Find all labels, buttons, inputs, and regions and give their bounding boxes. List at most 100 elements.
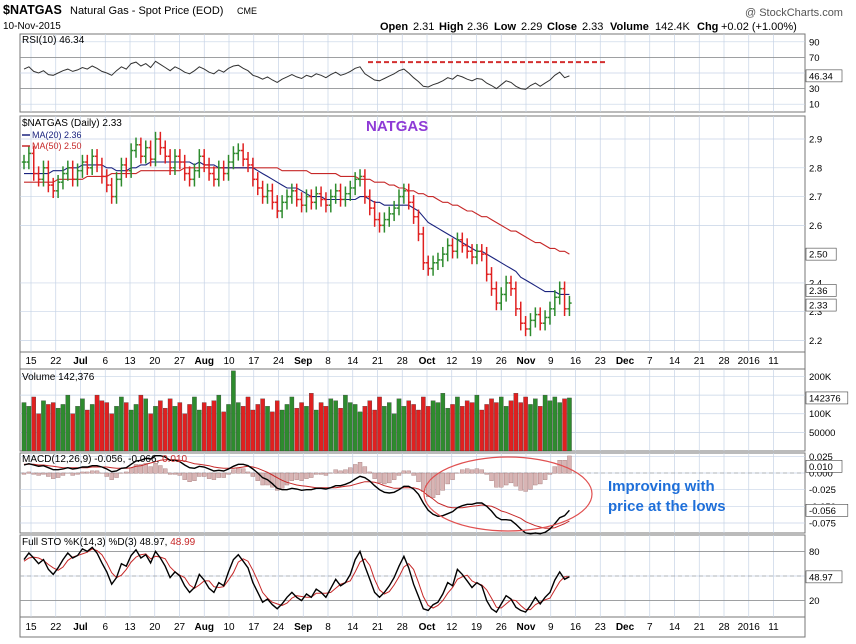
volume-bar: [71, 414, 75, 451]
x-tick-label: 26: [496, 356, 508, 367]
volume-bar: [548, 401, 552, 451]
volume-bar: [324, 406, 328, 451]
macd-hist-bar: [300, 473, 304, 481]
volume-bar: [382, 406, 386, 451]
volume-bar: [153, 406, 157, 451]
x-tick-label: 27: [174, 622, 186, 633]
volume-bar: [222, 412, 226, 451]
volume-bar: [100, 401, 104, 451]
macd-label: MACD(12,26,9) -0.056, -0.066, 0.010: [22, 454, 188, 465]
symbol-title: $NATGAS: [3, 3, 62, 17]
volume-bar: [460, 406, 464, 451]
volume-bar: [226, 404, 230, 451]
macd-hist-bar: [90, 471, 94, 473]
volume-bar: [363, 406, 367, 451]
y-tick-volume: 50000: [809, 428, 835, 439]
volume-bar: [270, 412, 274, 451]
volume-value: 142.4K: [655, 21, 691, 33]
macd-hist-bar: [358, 462, 362, 473]
macd-hist-bar: [61, 473, 65, 475]
macd-hist-bar: [407, 471, 411, 473]
volume-bar: [119, 397, 123, 451]
x-tick-label: 15: [25, 356, 37, 367]
volume-bar: [90, 404, 94, 451]
rsi-label: RSI(10) 46.34: [22, 35, 85, 46]
volume-bar: [236, 403, 240, 451]
macd-hist-bar: [485, 473, 489, 474]
x-tick-label: Nov: [517, 356, 536, 367]
close-label: Close: [547, 21, 577, 33]
natgas-annotation: NATGAS: [366, 118, 428, 135]
volume-bar: [373, 410, 377, 451]
x-tick-label: 13: [124, 622, 136, 633]
macd-hist-bar: [46, 473, 50, 477]
macd-hist-bar: [412, 473, 416, 475]
macd-hist-bar: [105, 473, 109, 477]
macd-hist-bar: [567, 456, 571, 473]
x-tick-label: 28: [397, 356, 409, 367]
macd-hist-bar: [158, 466, 162, 474]
macd-hist-bar: [22, 473, 26, 474]
macd-hist-bar: [95, 471, 99, 473]
volume-bar: [431, 401, 435, 451]
exchange-label: CME: [237, 6, 257, 16]
volume-bar: [436, 403, 440, 451]
y-tick-volume: 100K: [809, 409, 832, 420]
x-tick-label: 21: [372, 356, 384, 367]
x-tick-label: 8: [325, 356, 331, 367]
volume-bar: [538, 406, 542, 451]
volume-bar: [480, 410, 484, 451]
macd-hist-bar: [480, 470, 484, 474]
low-label: Low: [494, 21, 516, 33]
macd-hist-bar: [32, 473, 36, 474]
macd-hist-bar: [402, 471, 406, 473]
volume-bar: [392, 414, 396, 451]
x-tick-label: 14: [669, 356, 681, 367]
macd-hist-bar: [217, 473, 221, 478]
x-tick-label: 21: [694, 622, 706, 633]
quote-line: Open 2.31 High 2.36 Low 2.29 Close 2.33 …: [380, 21, 797, 33]
macd-hist-bar: [499, 473, 503, 487]
macd-hist-bar: [192, 473, 196, 481]
macd-hist-bar: [378, 473, 382, 483]
date-axis-strip-bottom: [20, 617, 805, 637]
volume-panel-label: Volume 142,376: [22, 372, 95, 383]
x-tick-label: Dec: [616, 622, 635, 633]
macd-hist-bar: [168, 473, 172, 474]
x-tick-label: 16: [570, 356, 582, 367]
x-tick-label: 11: [768, 622, 779, 633]
macd-hist-bar: [451, 473, 455, 480]
macd-hist-bar: [373, 473, 377, 479]
volume-bar: [37, 414, 41, 451]
x-tick-label: 10: [223, 622, 235, 633]
x-tick-label: 28: [397, 622, 409, 633]
x-tick-label: 6: [102, 356, 108, 367]
x-tick-label: 21: [372, 622, 384, 633]
volume-bar: [280, 410, 284, 451]
macd-hist-bar: [115, 473, 119, 478]
volume-bar: [110, 414, 114, 451]
macd-hist-bar: [80, 472, 84, 473]
volume-bar: [290, 397, 294, 451]
close-value: 2.33: [582, 21, 603, 33]
macd-hist-bar: [339, 471, 343, 473]
y-tick-sto: 20: [809, 596, 820, 607]
volume-bar: [499, 397, 503, 451]
volume-bar: [173, 406, 177, 451]
volume-bar: [178, 403, 182, 451]
stockcharts-watermark: @ StockCharts.com: [745, 7, 843, 19]
x-tick-label: 23: [595, 356, 607, 367]
macd-hist-bar: [183, 473, 187, 480]
macd-hist-bar: [51, 473, 55, 479]
volume-bar: [41, 401, 45, 451]
macd-value-badge: -0.056: [809, 506, 836, 517]
macd-hist-bar: [149, 467, 153, 474]
x-tick-label: Aug: [195, 622, 214, 633]
volume-bar: [187, 404, 191, 451]
volume-bar: [304, 406, 308, 451]
volume-bar: [163, 408, 167, 451]
macd-hist-bar: [514, 473, 518, 486]
volume-bar: [494, 403, 498, 451]
x-tick-label: 9: [548, 356, 554, 367]
x-tick-label: 14: [347, 622, 359, 633]
